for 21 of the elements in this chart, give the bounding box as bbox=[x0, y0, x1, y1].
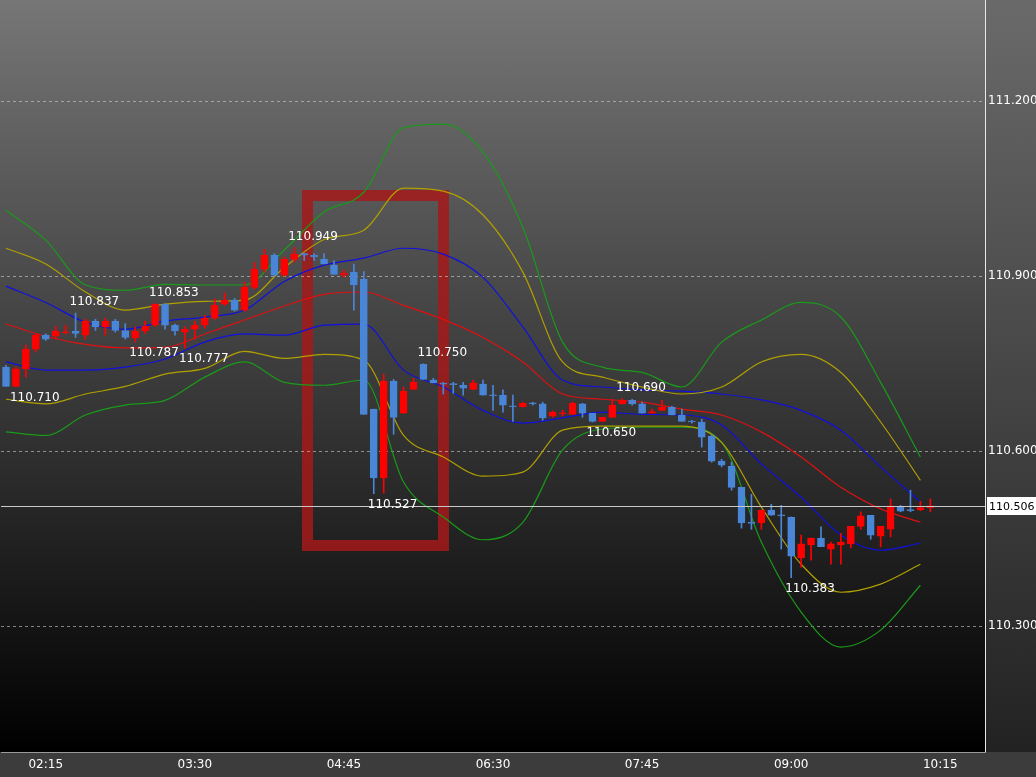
x-tick-label: 04:45 bbox=[326, 757, 362, 772]
y-tick-label: 110.300 bbox=[988, 618, 1036, 633]
text: 110.787 bbox=[129, 345, 179, 360]
y-tick-label: 111.200 bbox=[988, 93, 1036, 108]
text: 110.853 bbox=[149, 284, 199, 299]
ref-line-label: 110.506 bbox=[989, 499, 1035, 513]
text: 110.837 bbox=[69, 294, 120, 309]
x-tick-label: 02:15 bbox=[28, 757, 64, 772]
y-tick-label: 110.900 bbox=[988, 268, 1036, 283]
text: 110.710 bbox=[9, 390, 60, 405]
text: 110.949 bbox=[288, 228, 338, 243]
text: 110.650 bbox=[586, 425, 637, 440]
text: 110.777 bbox=[178, 351, 229, 366]
x-tick-label: 09:00 bbox=[773, 757, 809, 772]
y-tick-label: 110.600 bbox=[988, 443, 1036, 458]
x-tick-label: 07:45 bbox=[624, 757, 660, 772]
x-tick-label: 06:30 bbox=[475, 757, 511, 772]
x-tick-label: 10:15 bbox=[922, 757, 958, 772]
text: 110.750 bbox=[417, 344, 468, 359]
text: 110.383 bbox=[785, 580, 835, 595]
x-tick-label: 03:30 bbox=[177, 757, 213, 772]
